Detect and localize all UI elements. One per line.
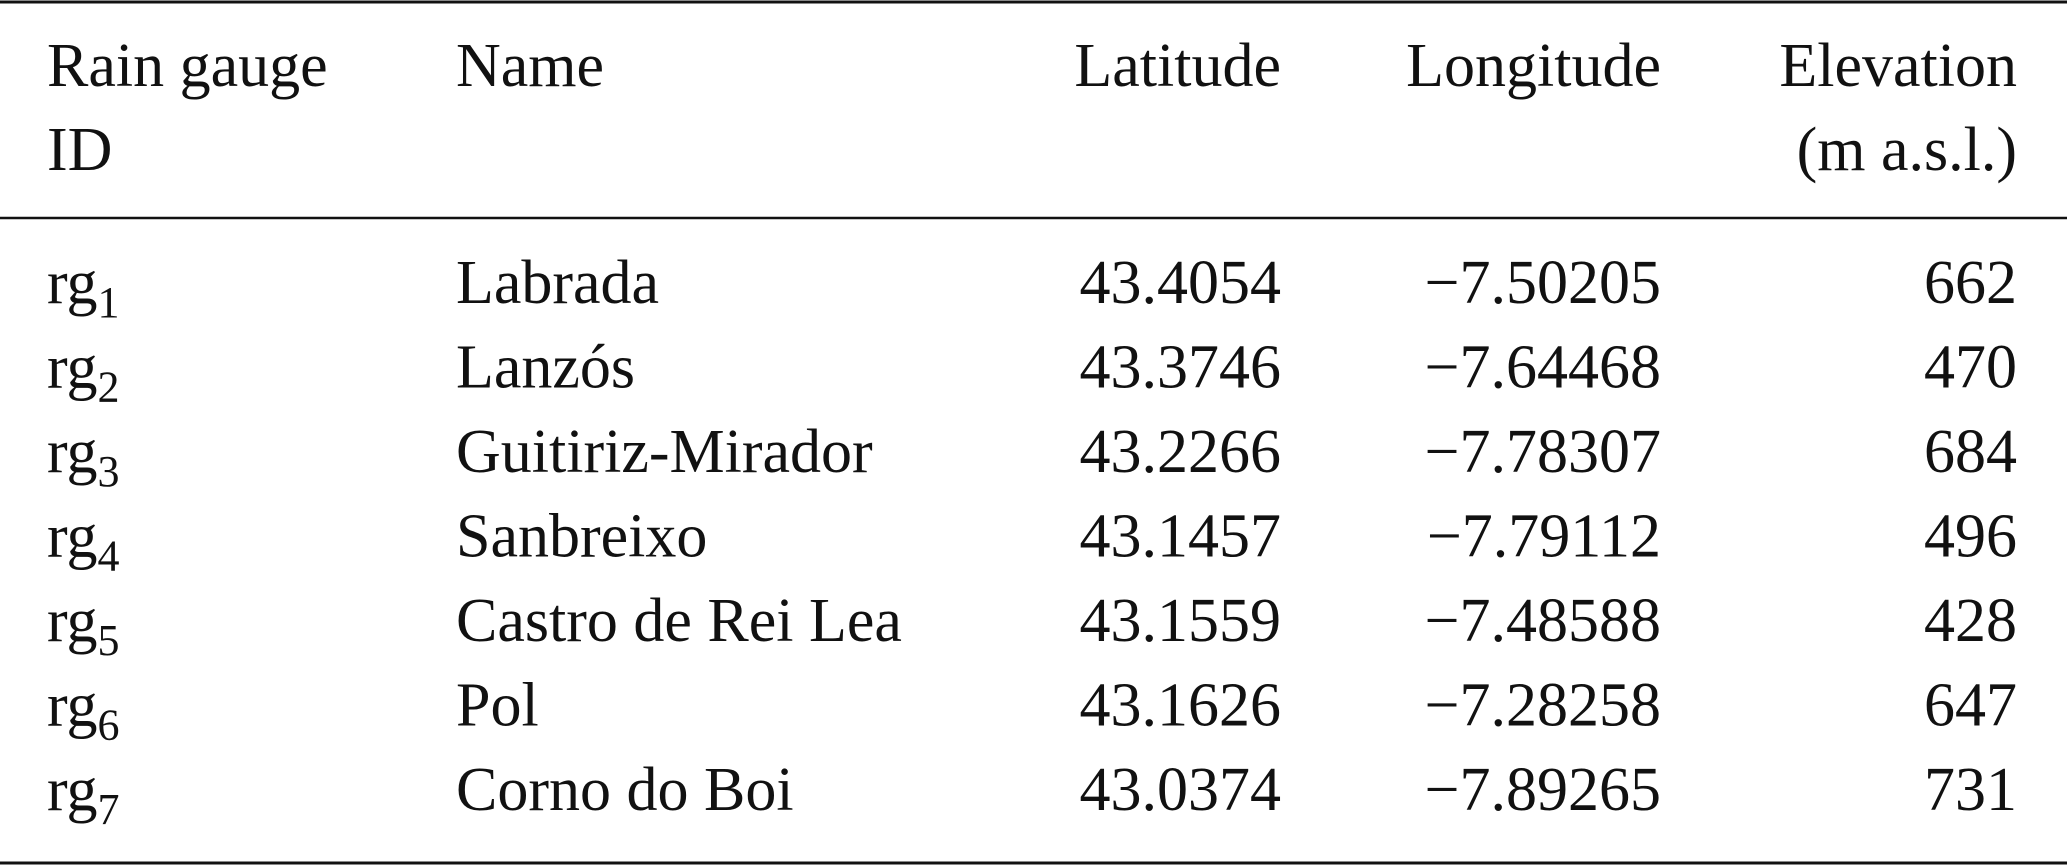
table-cell: 43.4054 bbox=[1080, 249, 1282, 317]
gauge-id-sub: 4 bbox=[98, 532, 120, 581]
table-cell: 43.1559 bbox=[1080, 587, 1282, 655]
gauge-id-base: rg bbox=[47, 334, 98, 402]
table-cell: Guitiriz-Mirador bbox=[456, 418, 873, 486]
table-cell: Labrada bbox=[456, 249, 659, 317]
gauge-id: rg6 bbox=[47, 672, 120, 750]
table-cell: Pol bbox=[456, 672, 539, 740]
table-cell: −7.50205 bbox=[1425, 249, 1661, 317]
table-cell: −7.48588 bbox=[1425, 587, 1661, 655]
header-cell: Rain gauge bbox=[47, 32, 328, 100]
header-cell: Latitude bbox=[1074, 32, 1281, 100]
gauge-id-base: rg bbox=[47, 503, 98, 571]
table-cell: 496 bbox=[1924, 503, 2017, 571]
gauge-id: rg7 bbox=[47, 756, 120, 834]
gauge-id-sub: 1 bbox=[98, 278, 120, 327]
table-cell: −7.28258 bbox=[1425, 672, 1661, 740]
table-cell: 647 bbox=[1924, 672, 2017, 740]
header-cell: Elevation bbox=[1779, 32, 2017, 100]
gauge-id-base: rg bbox=[47, 249, 98, 317]
table-cell: 43.0374 bbox=[1080, 756, 1282, 824]
table-cell: Sanbreixo bbox=[456, 503, 707, 571]
table-cell: 43.2266 bbox=[1080, 418, 1282, 486]
table-cell: −7.89265 bbox=[1425, 756, 1661, 824]
gauge-id: rg5 bbox=[47, 587, 120, 665]
header-cell: (m a.s.l.) bbox=[1797, 116, 2017, 184]
table-cell: Lanzós bbox=[456, 334, 635, 402]
table-cell: 43.1457 bbox=[1080, 503, 1282, 571]
table-cell: 428 bbox=[1924, 587, 2017, 655]
header-cell: Name bbox=[456, 32, 604, 100]
gauge-id-sub: 2 bbox=[98, 363, 120, 412]
header-cell: ID bbox=[47, 116, 112, 184]
table-cell: 470 bbox=[1924, 334, 2017, 402]
gauge-id-sub: 6 bbox=[98, 701, 120, 750]
gauge-id-base: rg bbox=[47, 418, 98, 486]
gauge-id-sub: 7 bbox=[98, 785, 120, 834]
gauge-id-base: rg bbox=[47, 587, 98, 655]
table-cell: −7.64468 bbox=[1425, 334, 1661, 402]
table-cell: 43.1626 bbox=[1080, 672, 1282, 740]
table-cell: 731 bbox=[1924, 756, 2017, 824]
gauge-id: rg3 bbox=[47, 418, 120, 496]
gauge-id-sub: 3 bbox=[98, 447, 120, 496]
gauge-id-sub: 5 bbox=[98, 616, 120, 665]
table-cell: 662 bbox=[1924, 249, 2017, 317]
table-cell: −7.79112 bbox=[1427, 503, 1661, 571]
table-cell: −7.78307 bbox=[1425, 418, 1661, 486]
gauge-id-base: rg bbox=[47, 672, 98, 740]
gauge-id: rg1 bbox=[47, 249, 120, 327]
header-cell: Longitude bbox=[1406, 32, 1661, 100]
table-cell: 43.3746 bbox=[1080, 334, 1282, 402]
gauge-id: rg4 bbox=[47, 503, 120, 581]
gauge-id-base: rg bbox=[47, 756, 98, 824]
table-cell: Corno do Boi bbox=[456, 756, 794, 824]
table-cell: 684 bbox=[1924, 418, 2017, 486]
gauge-id: rg2 bbox=[47, 334, 120, 412]
table-cell: Castro de Rei Lea bbox=[456, 587, 902, 655]
